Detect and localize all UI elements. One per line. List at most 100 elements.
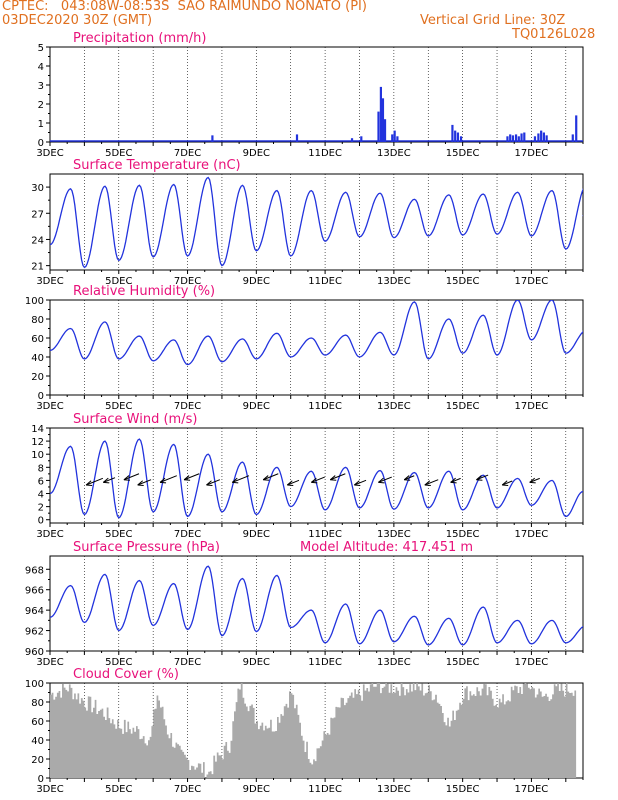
panel-title: Surface Wind (m/s) xyxy=(73,412,197,427)
y-tick-label: 21 xyxy=(31,262,44,273)
panel-5: 0 20 40 60 80 100 3DEC 5DEC 7DEC 9DEC 11DEC 13DEC 15… xyxy=(25,667,584,795)
y-tick-label: 80 xyxy=(31,698,44,709)
precip-bar xyxy=(520,133,523,142)
precip-bar xyxy=(451,124,454,142)
header-date: 03DEC2020 30Z (GMT) xyxy=(2,13,153,28)
plot-area xyxy=(50,86,583,142)
x-tick-label: 11DEC xyxy=(308,784,342,795)
wind-arrow xyxy=(206,479,221,486)
x-tick-label: 17DEC xyxy=(515,529,549,540)
x-tick-label: 5DEC xyxy=(105,148,132,159)
precip-bar xyxy=(360,136,363,142)
header-grid-line: Vertical Grid Line: 30Z xyxy=(420,13,566,28)
x-tick-label: 11DEC xyxy=(308,529,342,540)
x-tick-label: 13DEC xyxy=(377,276,411,287)
x-tick-label: 3DEC xyxy=(36,657,63,668)
x-tick-label: 11DEC xyxy=(308,276,342,287)
y-tick-label: 100 xyxy=(25,679,44,690)
wind-arrow xyxy=(329,473,346,481)
precip-bar xyxy=(533,136,537,142)
precip-bar xyxy=(575,115,578,142)
x-tick-label: 13DEC xyxy=(377,401,411,412)
series-line xyxy=(50,176,583,269)
y-tick-label: 1 xyxy=(38,119,44,130)
wind-arrow xyxy=(311,476,325,484)
x-tick-label: 5DEC xyxy=(105,529,132,540)
wind-arrow xyxy=(501,480,513,486)
x-tick-label: 9DEC xyxy=(243,657,270,668)
panel-frame xyxy=(49,427,584,524)
x-tick-label: 11DEC xyxy=(308,401,342,412)
precip-bar xyxy=(456,132,460,142)
panel-title: Relative Humidity (%) xyxy=(73,284,215,299)
panel-0: 0 1 2 3 4 5 3DEC 5DEC 7DEC 9DEC 11DEC 13DEC 15DEC 17D… xyxy=(36,31,584,159)
precip-bar xyxy=(396,136,399,142)
y-tick-label: 100 xyxy=(25,296,44,307)
y-tick-label: 60 xyxy=(31,717,44,728)
plot-area xyxy=(50,176,583,269)
precip-bar xyxy=(537,133,540,142)
x-tick-label: 7DEC xyxy=(174,529,201,540)
series-line xyxy=(50,438,583,519)
panel-frame xyxy=(49,555,584,652)
x-tick-label: 11DEC xyxy=(308,657,342,668)
panel-frame xyxy=(49,299,584,396)
panel-title: Precipitation (mm/h) xyxy=(73,31,206,46)
x-tick-label: 7DEC xyxy=(174,148,201,159)
series-line xyxy=(50,565,583,648)
panel-frame xyxy=(49,173,584,271)
y-tick-label: 27 xyxy=(31,209,44,220)
x-tick-label: 3DEC xyxy=(36,784,63,795)
x-tick-label: 15DEC xyxy=(446,148,480,159)
x-tick-label: 17DEC xyxy=(515,401,549,412)
precip-bar xyxy=(506,136,509,142)
wind-arrow xyxy=(529,477,540,484)
x-tick-label: 5DEC xyxy=(105,657,132,668)
x-tick-label: 15DEC xyxy=(446,784,480,795)
plot-area xyxy=(50,300,583,366)
x-tick-label: 17DEC xyxy=(515,657,549,668)
y-tick-label: 40 xyxy=(31,736,44,747)
x-tick-label: 5DEC xyxy=(105,401,132,412)
series-line xyxy=(50,300,583,366)
x-tick-label: 13DEC xyxy=(377,529,411,540)
panel-2: 0 20 40 60 80 100 3DEC 5DEC 7DEC 9DEC 11DEC 13DEC 15… xyxy=(25,284,584,412)
y-tick-label: 962 xyxy=(25,627,44,638)
y-tick-label: 30 xyxy=(31,183,44,194)
panel-3: 0 2 4 6 8 10 12 14 3DEC 5DEC 7DEC 9DEC 11DEC 13DEC 15D… xyxy=(31,412,584,540)
x-tick-label: 15DEC xyxy=(446,276,480,287)
x-tick-label: 13DEC xyxy=(377,148,411,159)
precip-bar xyxy=(295,134,299,142)
y-tick-label: 10 xyxy=(31,450,44,461)
precip-bar xyxy=(542,132,545,142)
wind-arrow xyxy=(378,476,392,484)
x-tick-label: 7DEC xyxy=(174,784,201,795)
wind-arrow xyxy=(85,477,104,486)
y-tick-label: 0 xyxy=(38,391,44,402)
x-tick-label: 9DEC xyxy=(243,276,270,287)
x-tick-label: 7DEC xyxy=(174,657,201,668)
x-tick-label: 9DEC xyxy=(243,529,270,540)
y-tick-label: 968 xyxy=(25,565,44,576)
x-tick-label: 9DEC xyxy=(243,148,270,159)
y-tick-label: 60 xyxy=(31,334,44,345)
precip-bar xyxy=(514,134,518,142)
panel-title: Cloud Cover (%) xyxy=(73,667,179,682)
x-tick-label: 13DEC xyxy=(377,784,411,795)
y-tick-label: 0 xyxy=(38,774,44,785)
precip-bar xyxy=(523,132,526,142)
precip-bar xyxy=(377,111,380,142)
wind-arrow xyxy=(424,479,439,486)
y-tick-label: 966 xyxy=(25,586,44,597)
precip-bar xyxy=(454,130,457,142)
x-tick-label: 9DEC xyxy=(243,784,270,795)
precip-bar xyxy=(383,119,387,142)
precip-bar xyxy=(511,135,515,142)
wind-arrow xyxy=(450,477,461,484)
wind-arrow xyxy=(137,479,152,486)
y-tick-label: 8 xyxy=(38,463,44,474)
cloud-area xyxy=(50,683,577,778)
header-station: CPTEC: 043:08W-08:53S SAO RAIMUNDO NONAT… xyxy=(2,0,367,14)
wind-arrow xyxy=(354,479,367,486)
